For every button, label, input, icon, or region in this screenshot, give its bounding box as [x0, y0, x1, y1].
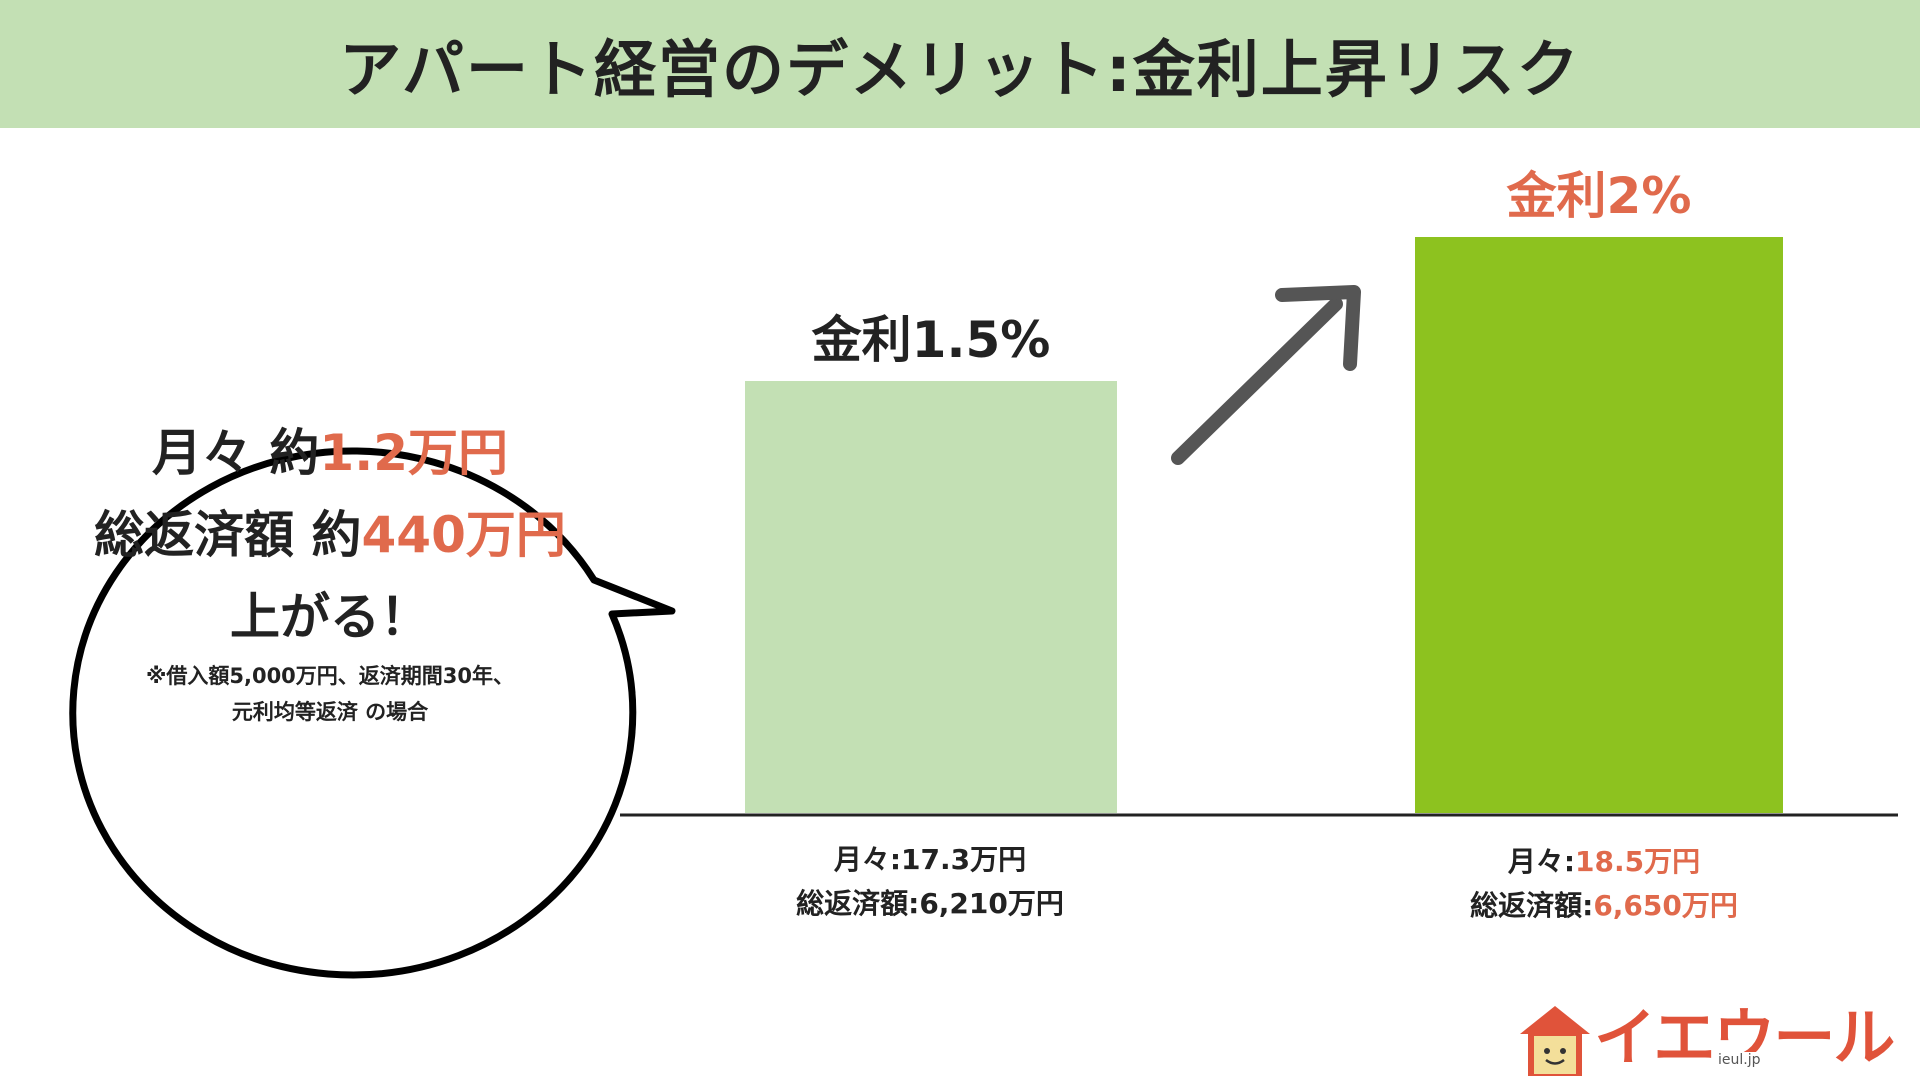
house-icon: [1520, 1006, 1590, 1076]
bar-detail-low: 月々:17.3万円 総返済額:6,210万円: [680, 838, 1180, 926]
bar-0: [745, 381, 1117, 813]
bubble-monthly-increase: 月々 約1.2万円: [152, 424, 508, 482]
bubble-note-2: 元利均等返済 の場合: [231, 700, 429, 724]
bubble-note-1: ※借入額5,000万円、返済期間30年、: [145, 664, 515, 688]
ieul-logo: イエウール ieul.jp: [1518, 1000, 1898, 1080]
monthly-payment-low: 月々:17.3万円: [833, 843, 1027, 876]
total-repayment-low: 総返済額:6,210万円: [796, 887, 1064, 920]
bar-1: [1415, 237, 1783, 813]
title-bar: アパート経営のデメリット:金利上昇リスク: [0, 0, 1920, 128]
bubble-total-increase: 総返済額 約440万円: [94, 506, 566, 564]
bubble-rise-text: 上がる！: [230, 588, 430, 646]
up-arrow-icon: [1171, 285, 1361, 465]
speech-bubble: [69, 447, 676, 979]
total-repayment-high: 総返済額:6,650万円: [1470, 889, 1738, 922]
bar-label-1: 金利2%: [1507, 167, 1692, 225]
bar-label-0: 金利1.5%: [812, 311, 1051, 369]
logo-domain: ieul.jp: [1716, 1052, 1763, 1068]
monthly-payment-high: 月々:18.5万円: [1507, 845, 1701, 878]
bar-detail-high: 月々:18.5万円 総返済額:6,650万円: [1354, 840, 1854, 928]
bubble-text: 月々 約1.2万円 総返済額 約440万円 上がる！ ※借入額5,000万円、返…: [40, 412, 620, 730]
page-title: アパート経営のデメリット:金利上昇リスク: [339, 33, 1581, 106]
